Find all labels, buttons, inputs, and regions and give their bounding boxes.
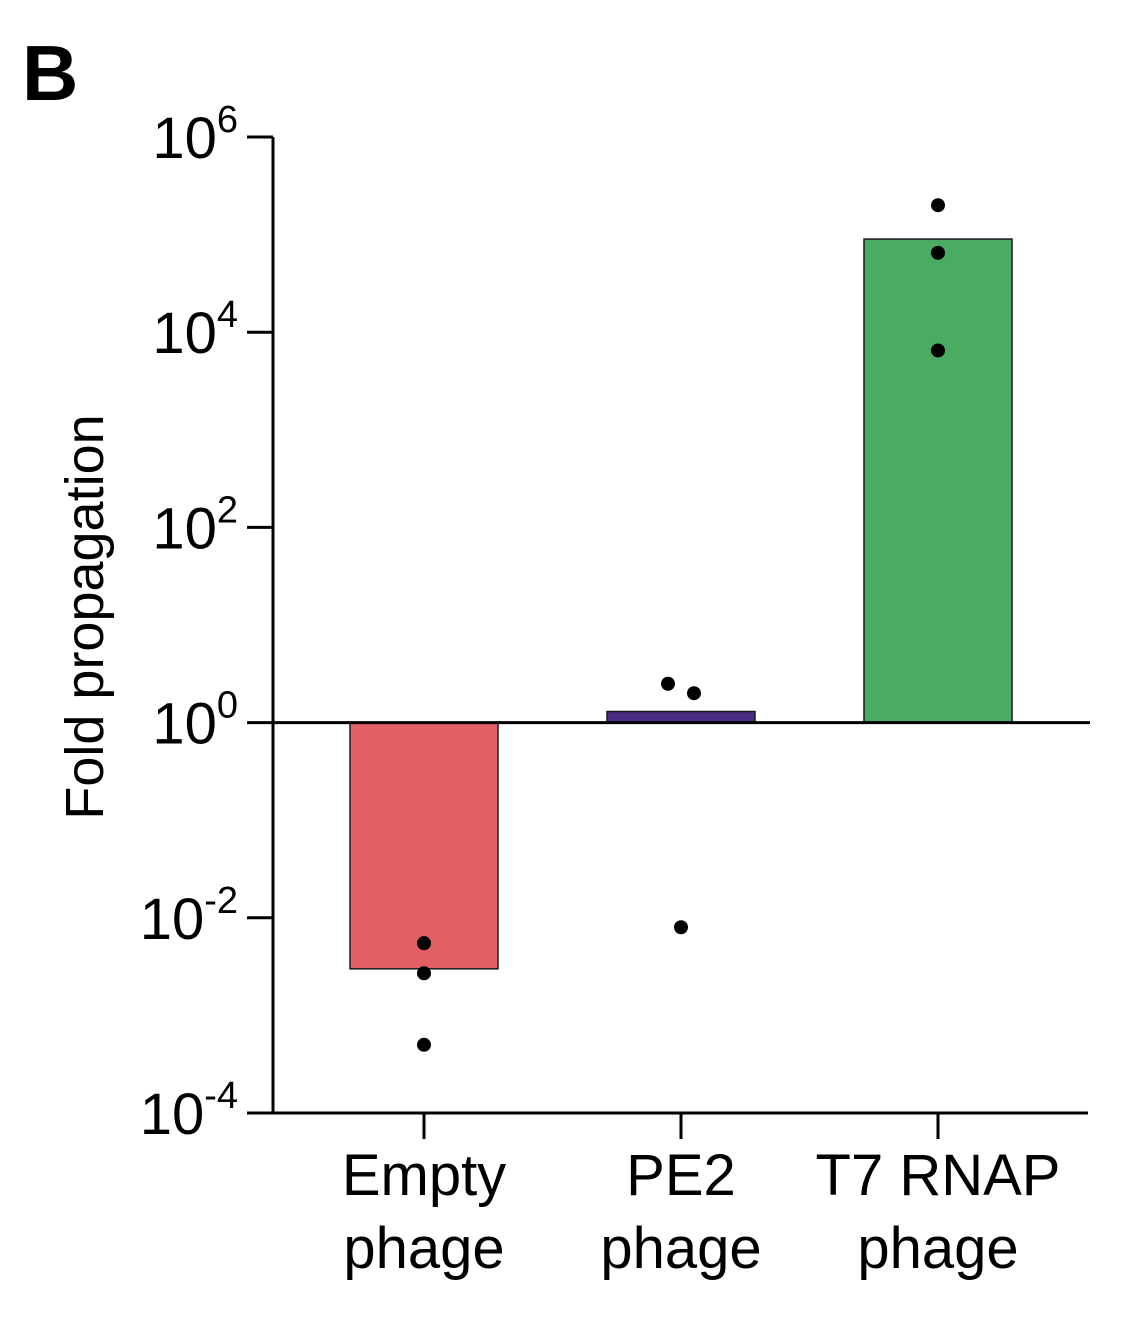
panel-letter: B bbox=[22, 29, 78, 117]
y-tick-exponent: 4 bbox=[217, 294, 238, 336]
y-tick-base: 10 bbox=[140, 887, 205, 952]
y-tick-label: 104 bbox=[152, 294, 238, 366]
axes-layer bbox=[247, 135, 1090, 1139]
x-category-label-line1: PE2 bbox=[626, 1143, 736, 1208]
data-point bbox=[417, 1037, 431, 1052]
y-tick-base: 10 bbox=[152, 692, 217, 757]
y-tick-base: 10 bbox=[140, 1082, 205, 1147]
data-point bbox=[661, 676, 675, 691]
data-point bbox=[931, 198, 945, 213]
bar-pe2 bbox=[606, 710, 756, 724]
y-tick-base: 10 bbox=[152, 106, 217, 171]
y-axis-title: Fold propagation bbox=[55, 414, 115, 819]
x-category-label-line1: T7 RNAP bbox=[816, 1143, 1061, 1208]
bars-layer bbox=[349, 238, 1013, 970]
y-tick-exponent: 0 bbox=[217, 685, 238, 727]
y-tick-label: 10-2 bbox=[140, 880, 238, 952]
y-tick-exponent: 6 bbox=[217, 99, 238, 141]
y-tick-exponent: -2 bbox=[204, 880, 238, 922]
x-category-label-line2: phage bbox=[600, 1216, 761, 1281]
data-point bbox=[687, 686, 701, 701]
y-tick-label: 10-4 bbox=[140, 1075, 238, 1147]
data-point bbox=[417, 936, 431, 951]
bar-t7-rnap bbox=[863, 238, 1013, 724]
x-category-label-line2: phage bbox=[343, 1216, 504, 1281]
y-tick-label: 106 bbox=[152, 99, 238, 171]
data-point bbox=[674, 920, 688, 935]
data-point bbox=[417, 966, 431, 981]
points-layer bbox=[417, 198, 945, 1052]
y-tick-base: 10 bbox=[152, 301, 217, 366]
y-tick-base: 10 bbox=[152, 496, 217, 561]
y-tick-label: 100 bbox=[152, 685, 238, 757]
y-tick-label: 102 bbox=[152, 489, 238, 561]
labels-layer: 10-410-2100102104106EmptyphagePE2phageT7… bbox=[140, 99, 1061, 1281]
data-point bbox=[931, 245, 945, 260]
x-category-label-line2: phage bbox=[857, 1216, 1018, 1281]
bar-empty bbox=[349, 721, 499, 970]
data-point bbox=[931, 343, 945, 358]
y-tick-exponent: -4 bbox=[204, 1075, 238, 1117]
y-tick-exponent: 2 bbox=[217, 489, 238, 531]
x-category-label-line1: Empty bbox=[342, 1143, 506, 1208]
